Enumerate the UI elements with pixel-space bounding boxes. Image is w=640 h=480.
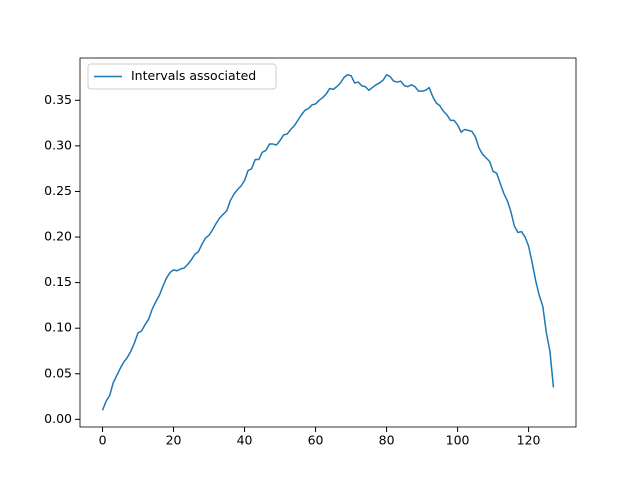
- x-tick-label: 20: [166, 433, 182, 448]
- line: [101, 74, 555, 411]
- x-tick-label: 40: [237, 433, 253, 448]
- x-tick-label: 120: [517, 433, 541, 448]
- x-tick-label: 60: [308, 433, 324, 448]
- legend-box: [87, 63, 277, 90]
- x-tick-label: 80: [379, 433, 395, 448]
- y-tick-label: 0.00: [44, 411, 72, 426]
- plot-frame: [79, 57, 577, 428]
- y-tick-label: 0.30: [44, 137, 72, 152]
- legend-label: Intervals associated: [131, 68, 256, 83]
- y-tick-label: 0.10: [44, 320, 72, 335]
- y-tick-label: 0.20: [44, 229, 72, 244]
- y-tick-label: 0.35: [44, 92, 72, 107]
- y-tick-label: 0.25: [44, 183, 72, 198]
- x-tick-label: 0: [99, 433, 107, 448]
- y-tick-label: 0.05: [44, 365, 72, 380]
- x-tick-label: 100: [446, 433, 470, 448]
- y-tick-label: 0.15: [44, 274, 72, 289]
